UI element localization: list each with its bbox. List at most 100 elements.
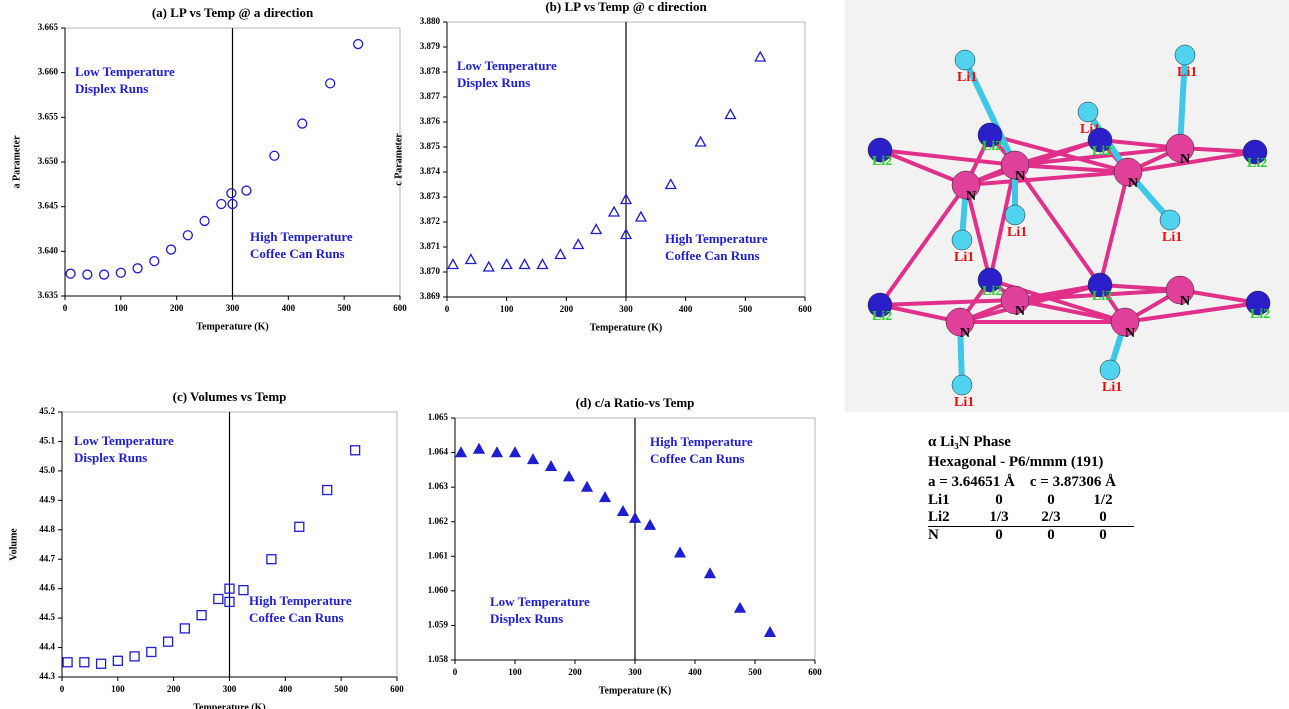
- x-tick-label: 0: [453, 667, 458, 677]
- atom: [1159, 209, 1181, 231]
- atom-label: N: [1015, 169, 1025, 184]
- atom-label: Li2: [982, 284, 1002, 299]
- point: [325, 78, 336, 89]
- annotation: Displex Runs: [75, 81, 148, 96]
- y-tick-label: 3.871: [420, 241, 441, 251]
- point: [724, 108, 737, 120]
- atom: [951, 229, 973, 251]
- point: [628, 511, 642, 523]
- atom-label: Li2: [1250, 307, 1270, 322]
- point: [82, 269, 93, 280]
- y-tick-label: 3.635: [38, 290, 59, 300]
- bond: [879, 148, 1016, 167]
- annotation: High Temperature: [249, 593, 352, 608]
- x-tick-label: 100: [508, 667, 522, 677]
- annotation: Coffee Can Runs: [650, 451, 745, 466]
- y-tick-label: 3.650: [38, 156, 59, 166]
- point: [643, 518, 657, 530]
- atom-label: Li2: [1247, 156, 1267, 171]
- point: [754, 50, 767, 62]
- x-tick-label: 500: [337, 303, 351, 313]
- point: [464, 253, 477, 265]
- point: [165, 244, 177, 255]
- atom-label: N: [1180, 294, 1190, 309]
- cell: 0: [995, 492, 1003, 508]
- annotation: Displex Runs: [74, 450, 147, 465]
- point: [590, 223, 603, 235]
- point: [536, 258, 549, 270]
- atom-label: Li1: [1007, 225, 1027, 240]
- atom: [1099, 359, 1121, 381]
- y-tick-label: 3.874: [420, 166, 441, 176]
- point: [694, 135, 707, 147]
- atom-label: N: [1015, 304, 1025, 319]
- point: [482, 260, 495, 272]
- point: [224, 596, 235, 608]
- bond: [1098, 171, 1130, 286]
- x-tick-label: 500: [334, 684, 348, 694]
- x-tick-label: 500: [748, 667, 762, 677]
- atom-label: Li2: [872, 309, 892, 324]
- x-tick-label: 0: [445, 304, 450, 314]
- x-tick-label: 200: [167, 684, 181, 694]
- cell: 0: [1082, 509, 1134, 527]
- y-tick-label: 3.869: [420, 291, 441, 301]
- x-tick-label: 300: [619, 304, 633, 314]
- point: [129, 651, 140, 662]
- atom-label: N: [1180, 152, 1190, 167]
- atom-label: Li1: [1102, 380, 1122, 395]
- atom: [977, 122, 1003, 148]
- point: [227, 198, 238, 210]
- atom: [1165, 133, 1195, 163]
- point: [352, 38, 364, 50]
- x-tick-label: 400: [279, 684, 293, 694]
- bond: [964, 184, 992, 281]
- annotation: High Temperature: [250, 229, 353, 244]
- point: [179, 623, 190, 634]
- point: [500, 258, 513, 270]
- y-tick-label: 3.645: [38, 201, 59, 211]
- chart-title: (d) c/a Ratio-vs Temp: [576, 395, 695, 410]
- atom: [1110, 307, 1140, 337]
- lattice-params: a = 3.64651 Å c = 3.87306 Å: [928, 472, 1134, 492]
- cell: 0: [1099, 527, 1107, 543]
- point: [572, 238, 585, 250]
- atom: [1242, 139, 1268, 165]
- bond: [879, 298, 1016, 307]
- atom: [1077, 101, 1099, 123]
- atom-label: Li1: [957, 70, 977, 85]
- point: [322, 484, 333, 496]
- rod: [962, 58, 1018, 167]
- point: [554, 248, 567, 260]
- bond: [878, 183, 968, 307]
- y-tick-label: 3.878: [420, 66, 441, 76]
- point: [580, 480, 594, 492]
- atom-label: N: [966, 189, 976, 204]
- bond: [989, 133, 1129, 174]
- y-tick-label: 3.640: [38, 245, 59, 255]
- row: Li2 1/3 2/3 0: [928, 509, 1134, 527]
- x-tick-label: 0: [63, 303, 68, 313]
- point: [112, 655, 123, 666]
- y-tick-label: 3.655: [38, 111, 59, 121]
- y-tick-label: 3.870: [420, 266, 441, 276]
- y-tick-label: 3.880: [420, 16, 441, 26]
- cell: Li2: [928, 509, 978, 527]
- point: [562, 470, 576, 482]
- point: [454, 446, 468, 458]
- a-param: a = 3.64651 Å: [928, 474, 1015, 490]
- point: [65, 268, 76, 279]
- atom: [977, 267, 1003, 293]
- c-param: c = 3.87306 Å: [1029, 474, 1116, 490]
- space-group: Hexagonal - P6/mmm (191): [928, 454, 1104, 470]
- structure-background: [845, 0, 1289, 412]
- cell: 1/2: [1093, 492, 1113, 508]
- y-tick-label: 1.058: [428, 654, 449, 664]
- point: [703, 567, 717, 579]
- x-tick-label: 400: [688, 667, 702, 677]
- x-tick-label: 500: [739, 304, 753, 314]
- atom: [867, 137, 893, 163]
- point: [634, 210, 648, 222]
